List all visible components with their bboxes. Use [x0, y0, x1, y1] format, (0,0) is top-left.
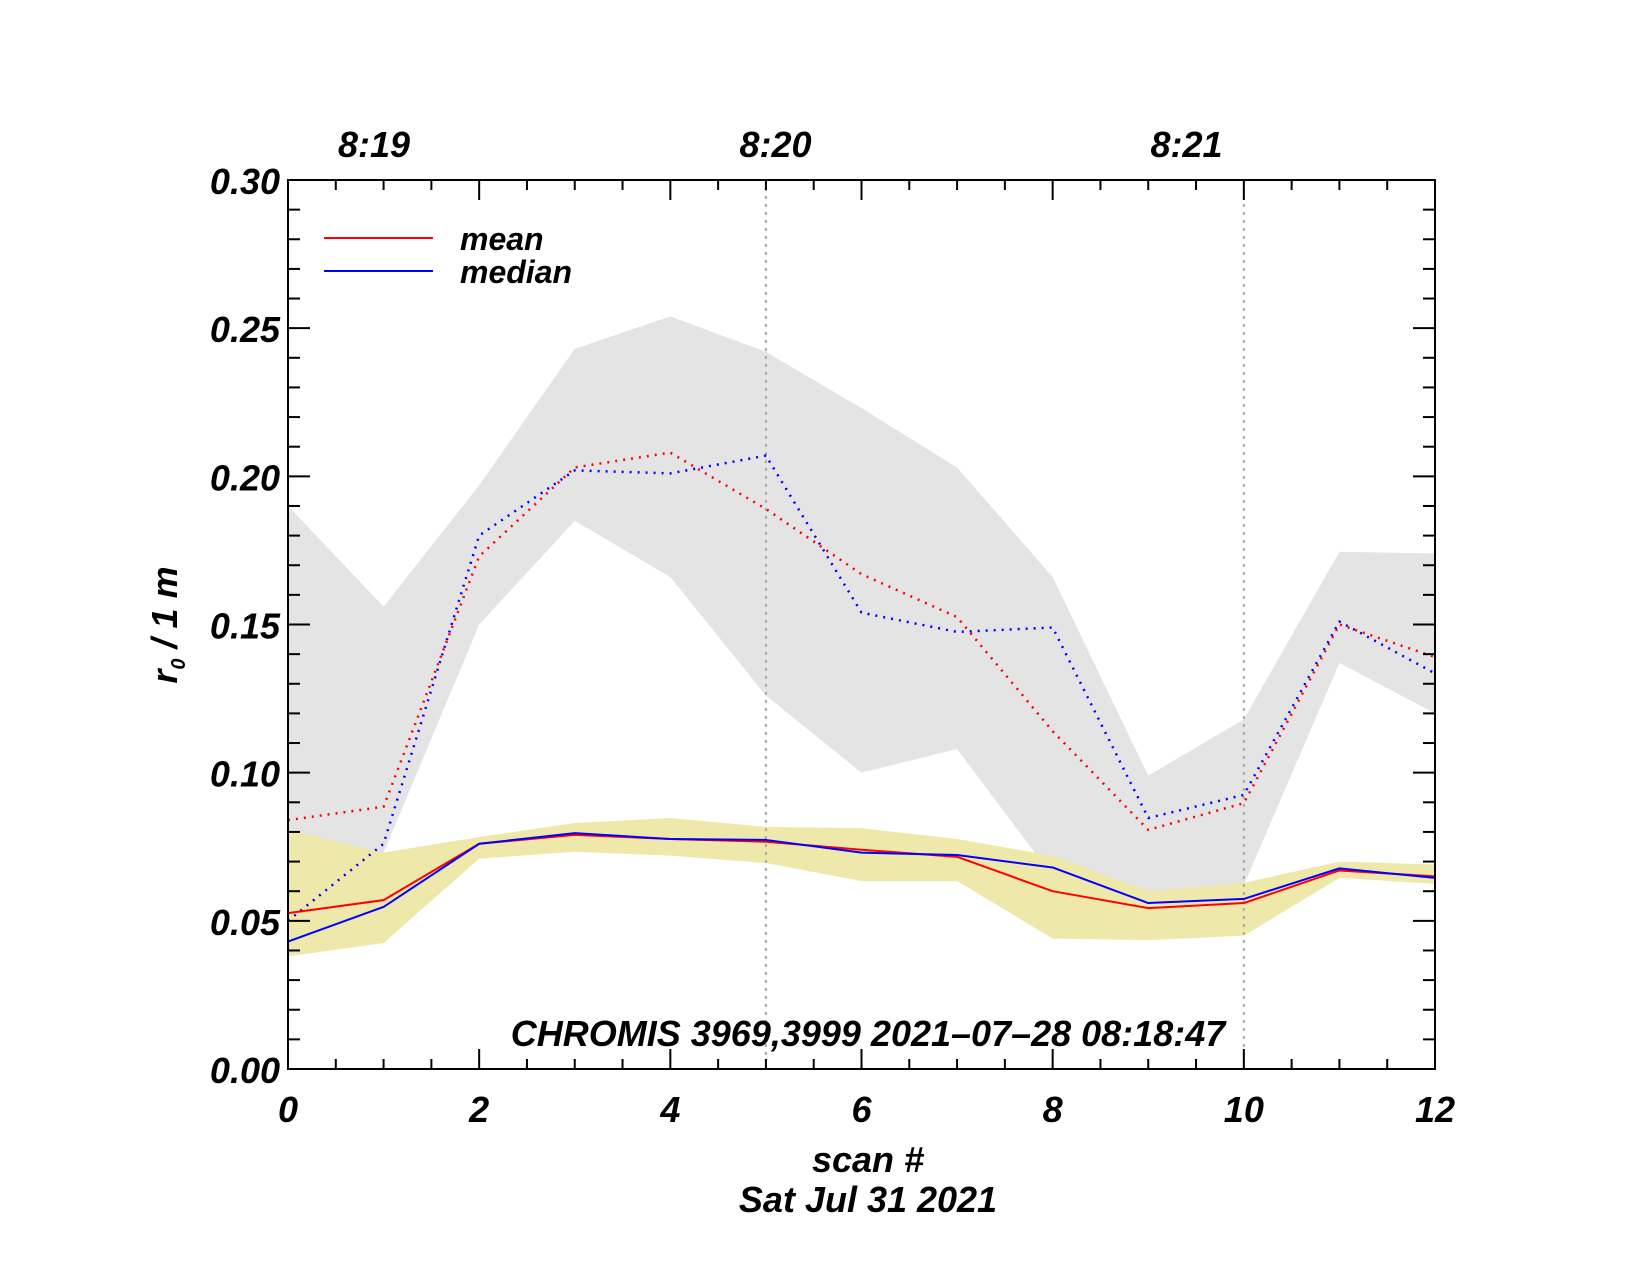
- x-tick-label: 10: [1224, 1089, 1264, 1130]
- legend-label-median: median: [460, 254, 572, 290]
- series-line-median: [288, 832, 1435, 943]
- annotation-text: CHROMIS 3969,3999 2021–07–28 08:18:47: [511, 1013, 1227, 1054]
- y-tick-label: 0.20: [210, 457, 280, 498]
- x-tick-label: 8: [1043, 1089, 1063, 1130]
- bands-layer: [288, 316, 1435, 957]
- x-tick-label: 4: [659, 1089, 680, 1130]
- y-axis-label-unit: / 1 m: [144, 566, 185, 658]
- band-range-dotted: [288, 316, 1435, 892]
- axes-layer: 0 2 4 6 8 10 12 0.00 0.05 0.10 0.15 0.20 0.25 0.30 8:1…: [210, 124, 1455, 1130]
- top-time-label: 8:21: [1150, 124, 1222, 165]
- x-tick-label: 2: [468, 1089, 489, 1130]
- series-line-median-dotted: [288, 454, 1435, 922]
- legend-label-mean: mean: [460, 221, 544, 257]
- top-time-label: 8:19: [338, 124, 410, 165]
- band-range-solid: [288, 818, 1435, 957]
- top-time-label: 8:20: [739, 124, 811, 165]
- y-tick-label: 0.15: [210, 606, 281, 647]
- y-axis-label-r: r: [144, 668, 185, 684]
- date-label: Sat Jul 31 2021: [739, 1179, 997, 1220]
- x-tick-label: 12: [1415, 1089, 1455, 1130]
- y-tick-label: 0.10: [210, 754, 280, 795]
- x-tick-label: 0: [278, 1089, 298, 1130]
- y-tick-label: 0.30: [210, 161, 280, 202]
- y-tick-label: 0.00: [210, 1050, 280, 1091]
- y-axis-label: r0 / 1 m: [144, 566, 190, 683]
- y-tick-label: 0.25: [210, 309, 281, 350]
- series-layer: [288, 451, 1435, 943]
- x-axis-label: scan #: [812, 1139, 924, 1180]
- x-tick-label: 6: [851, 1089, 872, 1130]
- y-tick-label: 0.05: [210, 902, 281, 943]
- y-axis-label-subscript: 0: [168, 658, 190, 669]
